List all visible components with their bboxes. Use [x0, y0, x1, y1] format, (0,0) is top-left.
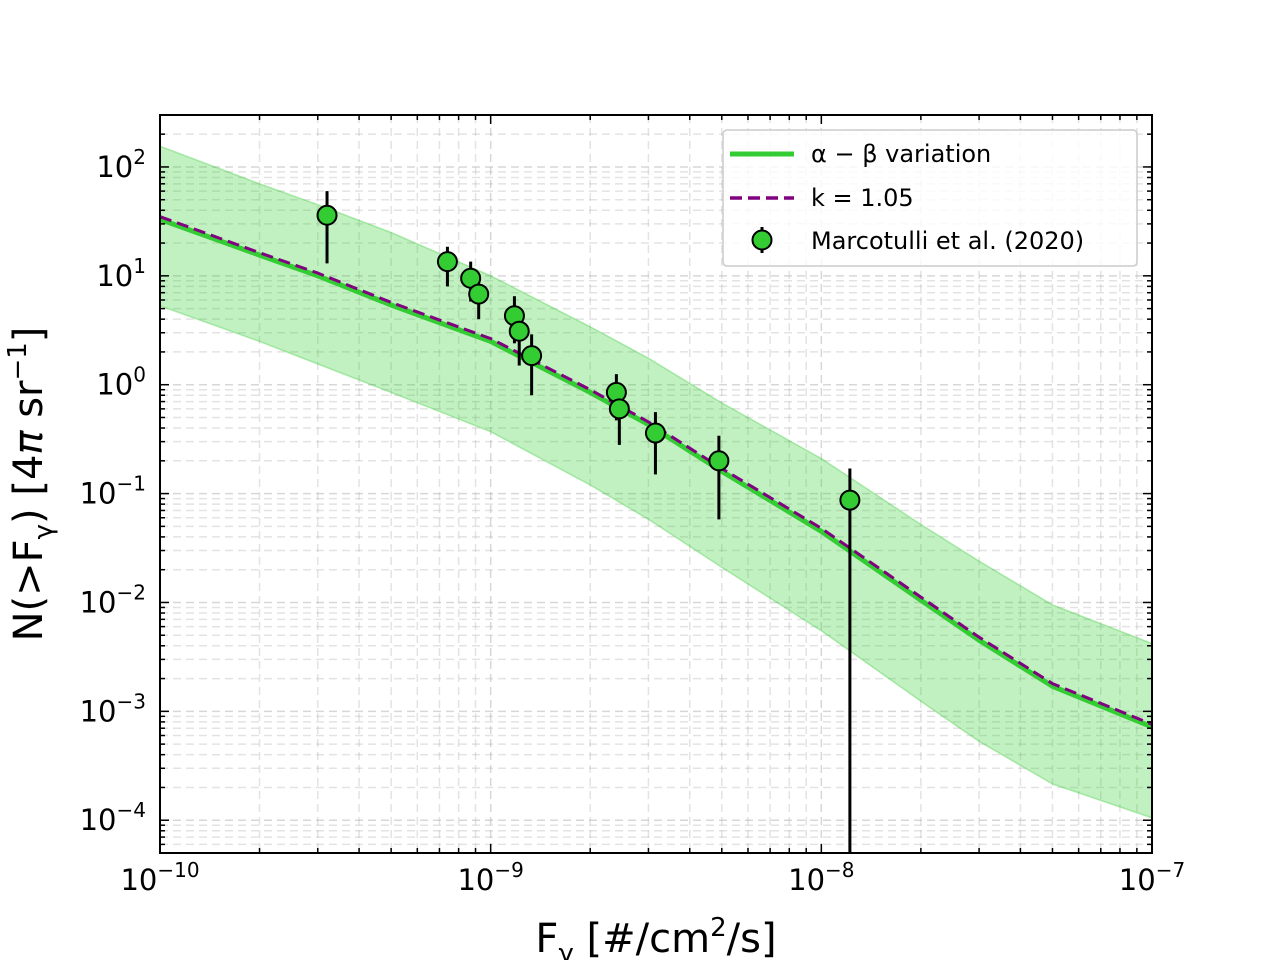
legend-label-marcotulli: Marcotulli et al. (2020)	[811, 227, 1084, 255]
y-tick-label: 10−1	[80, 472, 146, 511]
legend-label-k: k = 1.05	[811, 184, 914, 212]
data-point	[608, 398, 630, 420]
y-tick-label: 102	[96, 145, 146, 184]
data-point	[316, 204, 338, 226]
x-tick-label: 10−9	[457, 858, 523, 897]
data-point	[521, 345, 543, 367]
y-tick-label: 100	[96, 363, 146, 402]
band-layer	[160, 145, 1152, 819]
data-point	[508, 320, 530, 342]
tick-layer	[159, 114, 1153, 854]
data-point	[708, 450, 730, 472]
legend-box	[722, 129, 1138, 267]
x-tick-label: 10−10	[120, 858, 199, 897]
legend: α − β variation k = 1.05 Marcotulli et a…	[722, 129, 1138, 267]
data-point	[644, 422, 666, 444]
point-layer	[316, 191, 861, 853]
y-tick-label: 10−4	[80, 798, 146, 837]
data-point	[468, 283, 490, 305]
x-tick-label: 10−7	[1119, 858, 1185, 897]
plot-frame	[159, 114, 1153, 854]
line-layer	[160, 215, 1152, 730]
x-tick-label: 10−8	[788, 858, 854, 897]
data-point	[839, 489, 861, 511]
y-tick-label: 10−3	[80, 689, 146, 728]
series-alpha-beta-line	[160, 217, 1152, 730]
legend-label-alpha-beta: α − β variation	[811, 140, 991, 168]
series-k-dashed-line	[160, 215, 1152, 726]
tick-labels: 10−10 10−9 10−8 10−7 102 101 100 10−1 10−2 10−3 10…	[80, 145, 1186, 897]
grid	[159, 114, 1153, 854]
y-tick-label: 101	[96, 254, 146, 293]
x-axis-title: Fγ [#/cm2/s]	[535, 913, 776, 960]
data-point	[436, 251, 458, 273]
uncertainty-band	[160, 145, 1152, 819]
legend-swatch-marker	[751, 229, 773, 251]
y-tick-label: 10−2	[80, 580, 146, 619]
y-axis-title: N(>Fγ) [4π sr−1]	[3, 327, 59, 642]
